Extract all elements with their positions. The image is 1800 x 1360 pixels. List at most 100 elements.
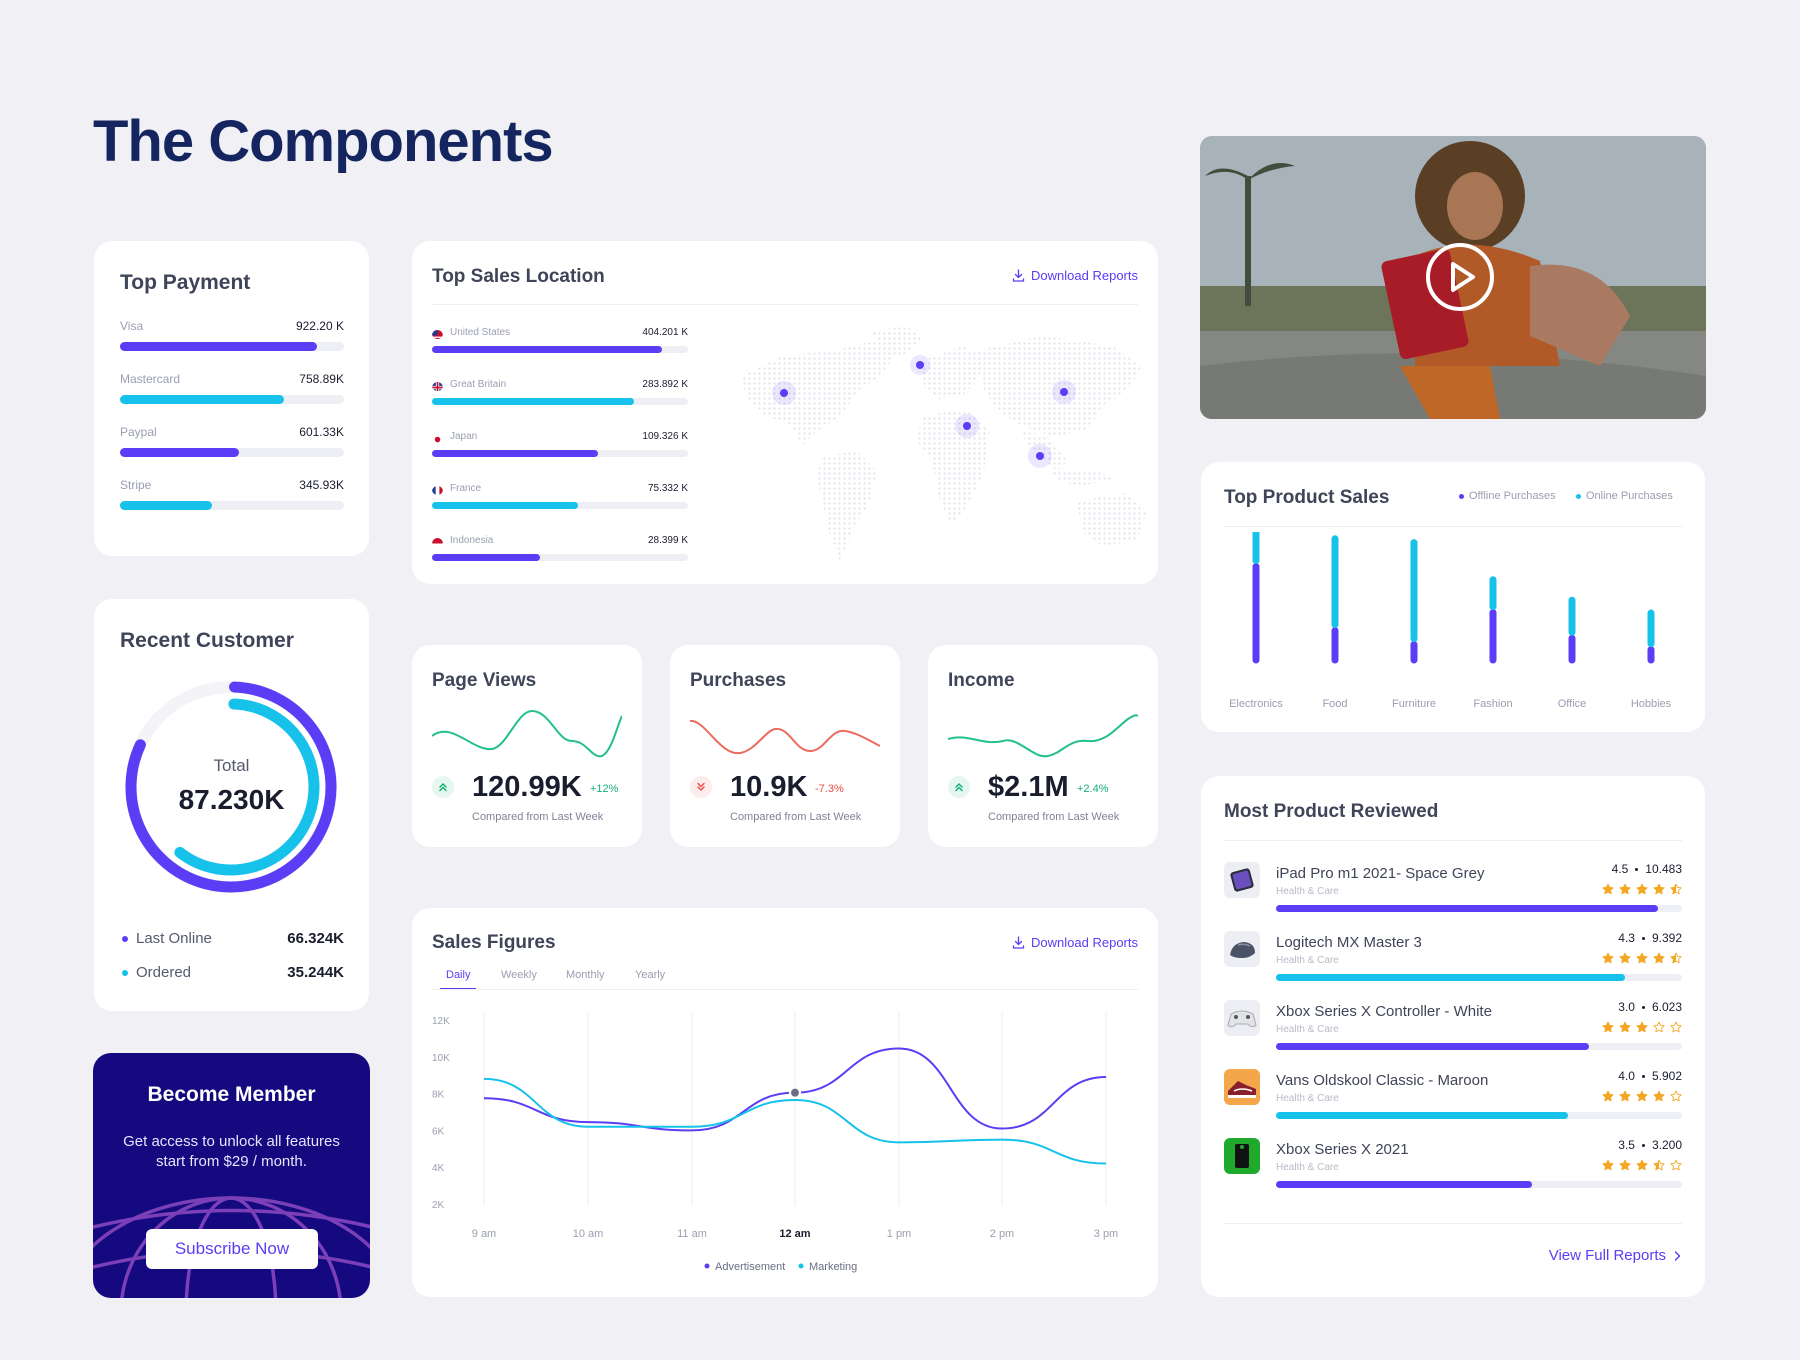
location-row: France 75.332 K (432, 483, 688, 517)
donut-segment-ordered (174, 698, 320, 876)
review-row[interactable]: Xbox Series X 2021 Health & Care 3.5 3.200 (1224, 1138, 1682, 1194)
country-value: 28.399 K (647, 535, 688, 546)
top-product-sales-card: Top Product Sales Offline Purchases Onli… (1201, 462, 1705, 732)
fr-flag-icon (432, 484, 443, 495)
rating-value: 4.0 (1618, 1069, 1635, 1083)
stat-card: Income $2.1M +2.4% Compared from Last Week (928, 645, 1158, 847)
stat-note: Compared from Last Week (472, 811, 604, 823)
review-count: 9.392 (1651, 931, 1682, 945)
category-label: Office (1558, 698, 1587, 710)
download-reports-link[interactable]: Download Reports (1012, 268, 1138, 283)
legend-offline-label: Offline Purchases (1469, 490, 1556, 502)
product-category: Health & Care (1276, 1093, 1339, 1104)
tab-weekly[interactable]: Weekly (501, 969, 537, 981)
y-tick-label: 4K (432, 1163, 445, 1174)
recent-customer-card: Recent Customer Total 87.230K Last Onlin… (94, 599, 369, 1011)
payment-bar-track (120, 395, 344, 404)
download-reports-link[interactable]: Download Reports (1012, 935, 1138, 950)
become-member-card: Become Member Get access to unlock all f… (93, 1053, 370, 1298)
review-count: 3.200 (1651, 1138, 1682, 1152)
footer-divider (1224, 1223, 1682, 1224)
play-icon[interactable] (1425, 242, 1495, 312)
stat-card: Purchases 10.9K -7.3% Compared from Last We… (670, 645, 900, 847)
category-label: Food (1322, 698, 1347, 710)
review-row[interactable]: Logitech MX Master 3 Health & Care 4.3 9.39… (1224, 931, 1682, 987)
stat-change: +12% (590, 783, 619, 795)
separator-dot (1641, 1143, 1645, 1147)
subscribe-button[interactable]: Subscribe Now (146, 1229, 318, 1269)
payment-bar-track (120, 448, 344, 457)
product-sales-chart: Electronics Food Furniture Fashion Office Hob… (1229, 532, 1672, 710)
country-label: Great Britain (450, 379, 507, 390)
card-title: Sales Figures (432, 932, 556, 953)
view-full-reports-label: View Full Reports (1548, 1247, 1666, 1264)
stat-value: 120.99K (472, 771, 582, 803)
sparkline (947, 708, 1139, 765)
category-label: Furniture (1392, 698, 1436, 710)
rating-summary: 4.5 10.483 (1612, 862, 1682, 876)
product-category: Health & Care (1276, 1162, 1339, 1173)
location-row: United States 404.201 K (432, 327, 688, 361)
payment-amount: 922.20 K (295, 319, 344, 333)
tab-yearly[interactable]: Yearly (635, 969, 666, 981)
payment-amount: 758.89K (299, 372, 344, 386)
star-full-icon (1636, 1158, 1648, 1171)
x-tick-label: 9 am (472, 1228, 496, 1240)
y-tick-label: 12K (432, 1016, 450, 1027)
star-full-icon (1619, 1158, 1631, 1171)
product-category: Health & Care (1276, 955, 1339, 966)
location-bar-fill (432, 346, 663, 353)
video-thumbnail[interactable] (1200, 136, 1706, 419)
x-tick-label: 10 am (573, 1228, 604, 1240)
tab-daily[interactable]: Daily (446, 969, 471, 981)
us-flag-icon (432, 328, 443, 339)
controller-thumbnail (1224, 1000, 1260, 1036)
card-title: Top Sales Location (432, 266, 605, 287)
star-full-icon (1636, 1020, 1648, 1033)
star-full-icon (1619, 1089, 1631, 1102)
indonesia (1052, 469, 1112, 486)
star-half-icon (1670, 951, 1682, 964)
location-bar-track (432, 398, 688, 405)
star-rating (1602, 882, 1682, 895)
country-value: 283.892 K (642, 379, 688, 390)
review-row[interactable]: Vans Oldskool Classic - Maroon Health & C… (1224, 1069, 1682, 1125)
north-america (742, 341, 897, 446)
review-row[interactable]: Xbox Series X Controller - White Health &… (1224, 1000, 1682, 1056)
legend-row: Ordered 35.244K (122, 964, 344, 984)
star-half-icon (1653, 1158, 1665, 1171)
highlight-point[interactable] (789, 1086, 801, 1099)
product-category: Health & Care (1276, 1024, 1339, 1035)
location-row: Indonesia 28.399 K (432, 535, 688, 569)
payment-bar-fill (120, 342, 318, 351)
legend-row: Last Online 66.324K (122, 930, 344, 950)
donut-total-value: 87.230K (178, 784, 285, 815)
country-label: Japan (450, 431, 478, 442)
asia (977, 336, 1142, 436)
download-icon (1012, 936, 1025, 949)
series-line-advertisement (483, 1047, 1107, 1132)
rating-value: 4.5 (1611, 862, 1629, 876)
payment-bar-track (120, 342, 344, 351)
star-rating (1602, 1020, 1682, 1033)
star-full-icon (1619, 882, 1631, 895)
stat-note: Compared from Last Week (730, 811, 862, 823)
x-tick-label: 1 pm (887, 1228, 911, 1240)
star-empty-icon (1653, 1020, 1665, 1033)
country-value: 404.201 K (642, 327, 688, 338)
legend-label: Last Online (136, 930, 212, 947)
review-bar-fill (1276, 1043, 1589, 1050)
category-label: Electronics (1229, 698, 1283, 710)
most-reviewed-card: Most Product Reviewed iPad Pro m1 2021- … (1201, 776, 1705, 1297)
review-row[interactable]: iPad Pro m1 2021- Space Grey Health & Car… (1224, 862, 1682, 918)
mouse-thumbnail (1224, 931, 1260, 967)
stat-title: Income (948, 670, 1015, 691)
country-label: United States (450, 327, 511, 338)
id-flag-icon (432, 536, 443, 547)
tab-monthly[interactable]: Monthly (566, 969, 605, 981)
country-value: 75.332 K (647, 483, 688, 494)
legend-value: 66.324K (287, 930, 344, 947)
view-full-reports-link[interactable]: View Full Reports (1549, 1247, 1681, 1264)
south-america (817, 451, 877, 561)
star-full-icon (1619, 951, 1631, 964)
